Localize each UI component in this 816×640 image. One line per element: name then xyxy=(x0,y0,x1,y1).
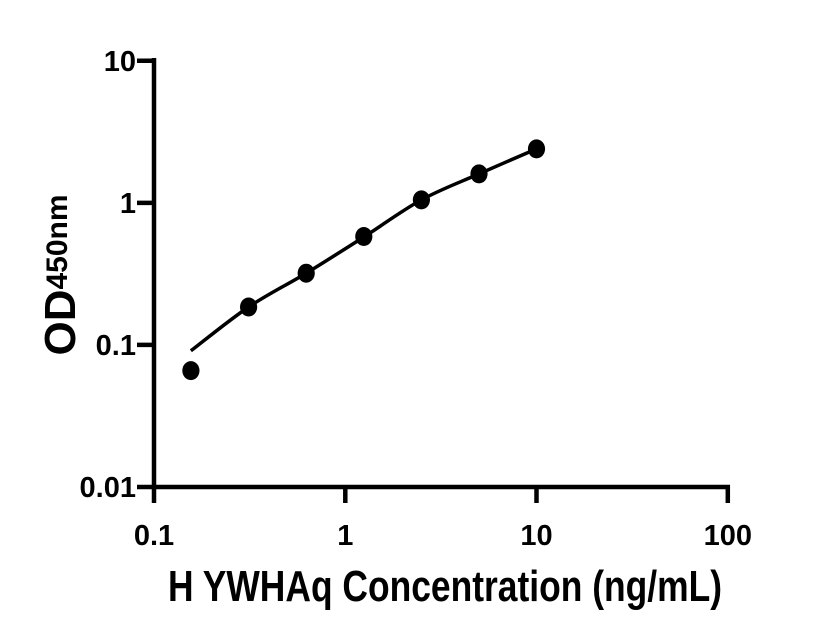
y-axis-title: OD450nm xyxy=(36,194,85,355)
x-tick-label: 100 xyxy=(704,520,752,552)
data-point-marker xyxy=(355,227,373,246)
y-tick-label: 10 xyxy=(104,46,136,78)
y-tick-label: 0.01 xyxy=(80,472,136,504)
data-points xyxy=(182,139,546,381)
data-point-marker xyxy=(470,164,488,184)
x-axis-tick-labels: 0.1 1 10 100 xyxy=(134,520,752,552)
data-point-marker xyxy=(297,263,315,283)
y-tick-label: 1 xyxy=(120,188,136,220)
data-point-marker xyxy=(240,297,258,317)
x-tick-label: 1 xyxy=(337,520,353,552)
data-point-marker xyxy=(182,361,200,381)
y-axis-title-main: OD xyxy=(36,290,85,356)
y-tick-label: 0.1 xyxy=(96,330,136,362)
x-tick-label: 0.1 xyxy=(134,520,174,552)
x-tick-label: 10 xyxy=(520,520,552,552)
y-axis-title-subscript: 450nm xyxy=(41,194,74,289)
axis-lines xyxy=(137,58,731,503)
x-axis-title: H YWHAq Concentration (ng/mL) xyxy=(168,562,722,611)
data-point-marker xyxy=(527,139,546,159)
data-point-marker xyxy=(412,190,430,210)
y-axis-tick-labels: 10 1 0.1 0.01 xyxy=(80,46,136,504)
